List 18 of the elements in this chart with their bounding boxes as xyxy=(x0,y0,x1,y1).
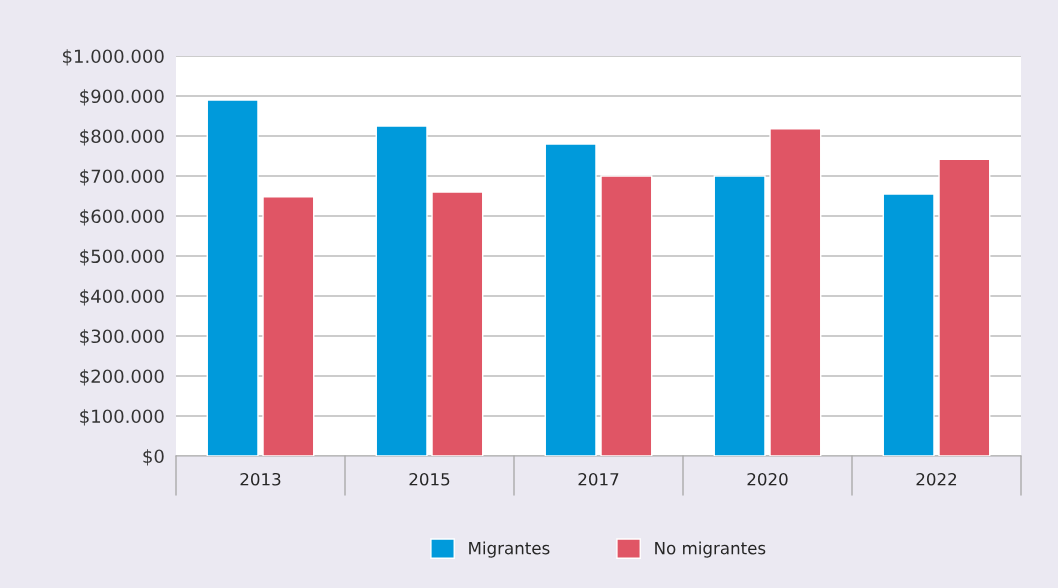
y-tick-label: $100.000 xyxy=(80,409,164,426)
y-tick-label: $900.000 xyxy=(80,89,164,106)
x-tick-label: 2022 xyxy=(916,472,957,486)
legend-label: No migrantes xyxy=(655,541,766,558)
y-tick-label: $1.000.000 xyxy=(63,49,164,66)
y-tick-label: $800.000 xyxy=(80,129,164,146)
y-tick-label: $400.000 xyxy=(80,289,164,306)
legend-label: Migrantes xyxy=(469,541,550,558)
y-tick-label: $200.000 xyxy=(80,369,164,386)
y-tick-label: $600.000 xyxy=(80,209,164,226)
y-tick-label: $500.000 xyxy=(80,249,164,266)
y-tick-label: $300.000 xyxy=(80,329,164,346)
x-tick-label: 2020 xyxy=(747,472,788,486)
y-tick-label: $0 xyxy=(143,449,164,466)
x-tick-label: 2013 xyxy=(240,472,281,486)
x-tick-label: 2015 xyxy=(409,472,450,486)
y-tick-label: $700.000 xyxy=(80,169,164,186)
x-tick-label: 2017 xyxy=(578,472,619,486)
